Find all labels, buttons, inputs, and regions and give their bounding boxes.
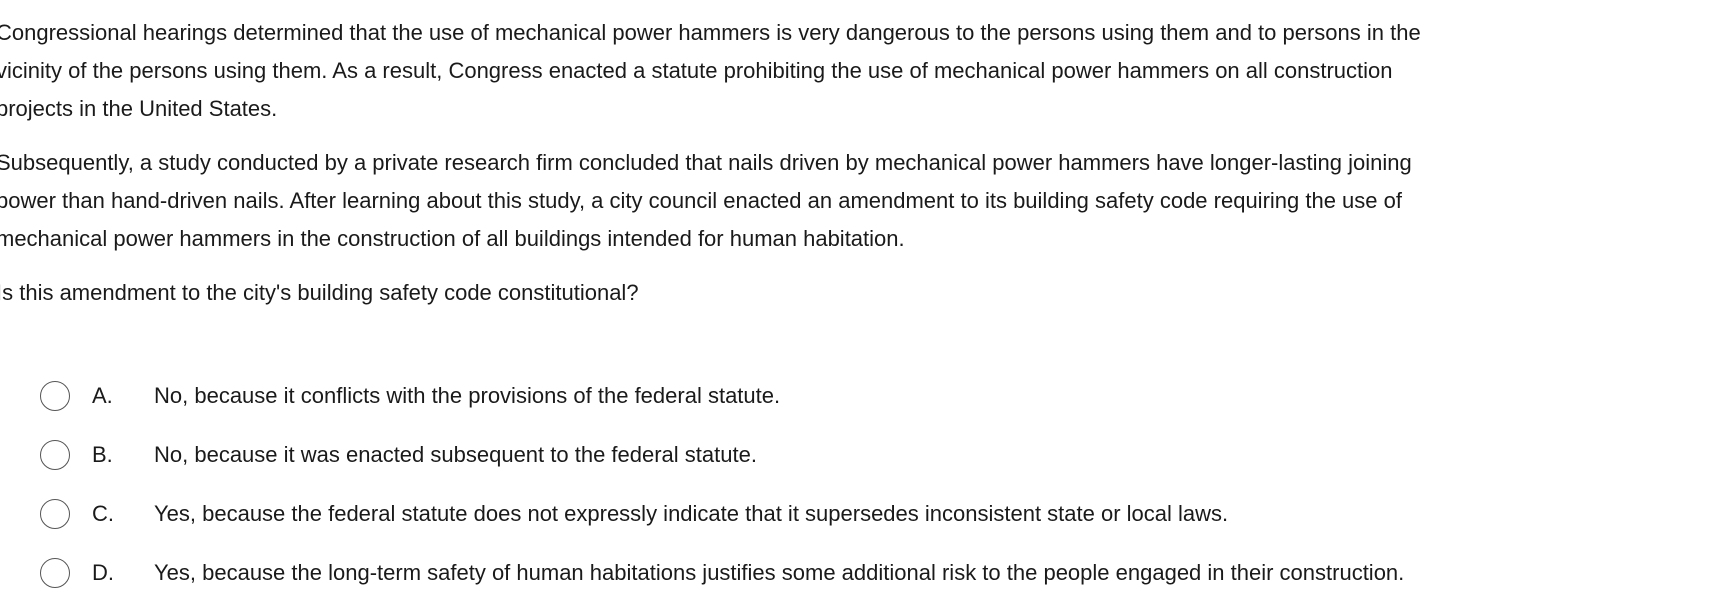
answer-option-b[interactable]: B. No, because it was enacted subsequent… [40, 425, 1404, 484]
passage-line: projects in the United States. [0, 96, 278, 121]
answer-option-d[interactable]: D. Yes, because the long-term safety of … [40, 543, 1404, 602]
option-letter: C. [92, 500, 114, 526]
option-text: No, because it was enacted subsequent to… [154, 441, 757, 467]
answer-option-a[interactable]: A. No, because it conflicts with the pro… [40, 366, 1404, 425]
option-text: No, because it conflicts with the provis… [154, 382, 781, 408]
radio-button-d[interactable] [40, 557, 70, 588]
passage-paragraph-1: Congressional hearings determined that t… [0, 14, 1696, 128]
option-letter: A. [92, 382, 113, 408]
passage-line: Congressional hearings determined that t… [0, 20, 1421, 45]
passage-paragraph-2: Subsequently, a study conducted by a pri… [0, 144, 1696, 258]
passage-line: power than hand-driven nails. After lear… [0, 188, 1402, 213]
question-content: Congressional hearings determined that t… [0, 14, 1696, 332]
radio-button-b[interactable] [40, 439, 70, 470]
answer-options: A. No, because it conflicts with the pro… [40, 366, 1404, 602]
option-letter: D. [92, 559, 114, 585]
passage-line: mechanical power hammers in the construc… [0, 226, 905, 251]
option-letter: B. [92, 441, 113, 467]
question-stem: Is this amendment to the city's building… [0, 280, 639, 305]
passage-line: Subsequently, a study conducted by a pri… [0, 150, 1412, 175]
passage-line: vicinity of the persons using them. As a… [0, 58, 1393, 83]
radio-button-a[interactable] [40, 380, 70, 411]
option-text: Yes, because the federal statute does no… [154, 500, 1229, 526]
radio-button-c[interactable] [40, 498, 70, 529]
answer-option-c[interactable]: C. Yes, because the federal statute does… [40, 484, 1404, 543]
option-text: Yes, because the long-term safety of hum… [154, 559, 1405, 585]
